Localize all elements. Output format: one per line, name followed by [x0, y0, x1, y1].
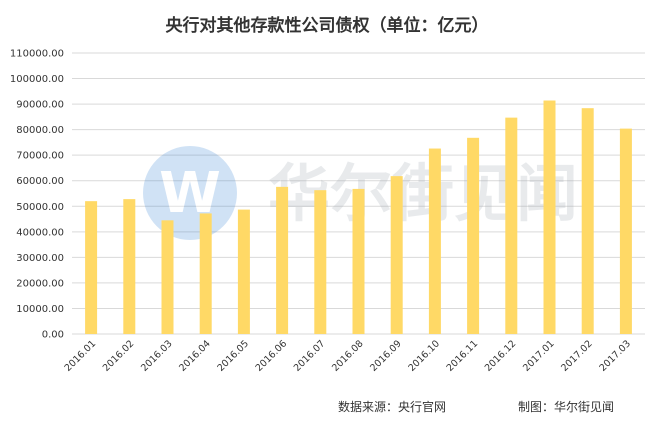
x-tick-label: 2016.05	[215, 338, 251, 374]
y-tick-label: 40000.00	[16, 227, 64, 238]
x-tick-label: 2016.02	[101, 338, 137, 374]
x-tick-label: 2016.08	[330, 338, 366, 374]
x-tick-label: 2016.07	[292, 338, 328, 374]
y-tick-label: 0.00	[42, 330, 64, 341]
y-tick-label: 90000.00	[16, 100, 64, 111]
bar	[199, 213, 212, 334]
y-axis-ticks: 0.00 10000.00 20000.00 30000.00 40000.00 5000…	[10, 49, 64, 341]
x-tick-label: 2016.04	[177, 338, 213, 374]
y-tick-label: 60000.00	[16, 176, 64, 187]
x-tick-label: 2017.02	[559, 338, 595, 374]
bar	[352, 188, 365, 334]
bars	[85, 100, 632, 334]
y-tick-label: 70000.00	[16, 151, 64, 162]
bar	[619, 128, 632, 334]
footer-source: 数据来源：央行官网	[338, 399, 446, 414]
footer-made-by: 制图：华尔街见闻	[518, 399, 614, 414]
y-tick-label: 110000.00	[10, 49, 64, 60]
bar	[467, 137, 480, 334]
bar	[581, 108, 594, 334]
bar	[428, 148, 441, 334]
bar	[85, 201, 98, 334]
bar	[276, 186, 289, 334]
y-tick-label: 10000.00	[16, 304, 64, 315]
bar	[314, 190, 327, 334]
y-tick-label: 30000.00	[16, 253, 64, 264]
bar	[543, 100, 556, 334]
x-tick-label: 2017.03	[597, 338, 633, 374]
y-tick-label: 100000.00	[10, 74, 64, 85]
x-tick-label: 2016.12	[483, 338, 519, 374]
y-tick-label: 50000.00	[16, 202, 64, 213]
y-tick-label: 80000.00	[16, 125, 64, 136]
y-tick-label: 20000.00	[16, 278, 64, 289]
x-axis-ticks: 2016.01 2016.02 2016.03 2016.04 2016.05 2016.…	[63, 338, 633, 374]
x-tick-label: 2017.01	[521, 338, 557, 374]
bar	[123, 199, 136, 334]
x-tick-label: 2016.10	[406, 338, 442, 374]
watermark-logo-icon	[143, 146, 237, 240]
bar	[237, 209, 250, 334]
bar	[161, 220, 174, 334]
chart-title: 央行对其他存款性公司债权（单位：亿元）	[166, 15, 489, 36]
bar	[505, 117, 518, 334]
x-tick-label: 2016.01	[63, 338, 99, 374]
x-tick-label: 2016.09	[368, 338, 404, 374]
x-tick-label: 2016.03	[139, 338, 175, 374]
x-tick-label: 2016.06	[254, 338, 290, 374]
x-tick-label: 2016.11	[445, 338, 481, 374]
bar	[390, 176, 403, 334]
